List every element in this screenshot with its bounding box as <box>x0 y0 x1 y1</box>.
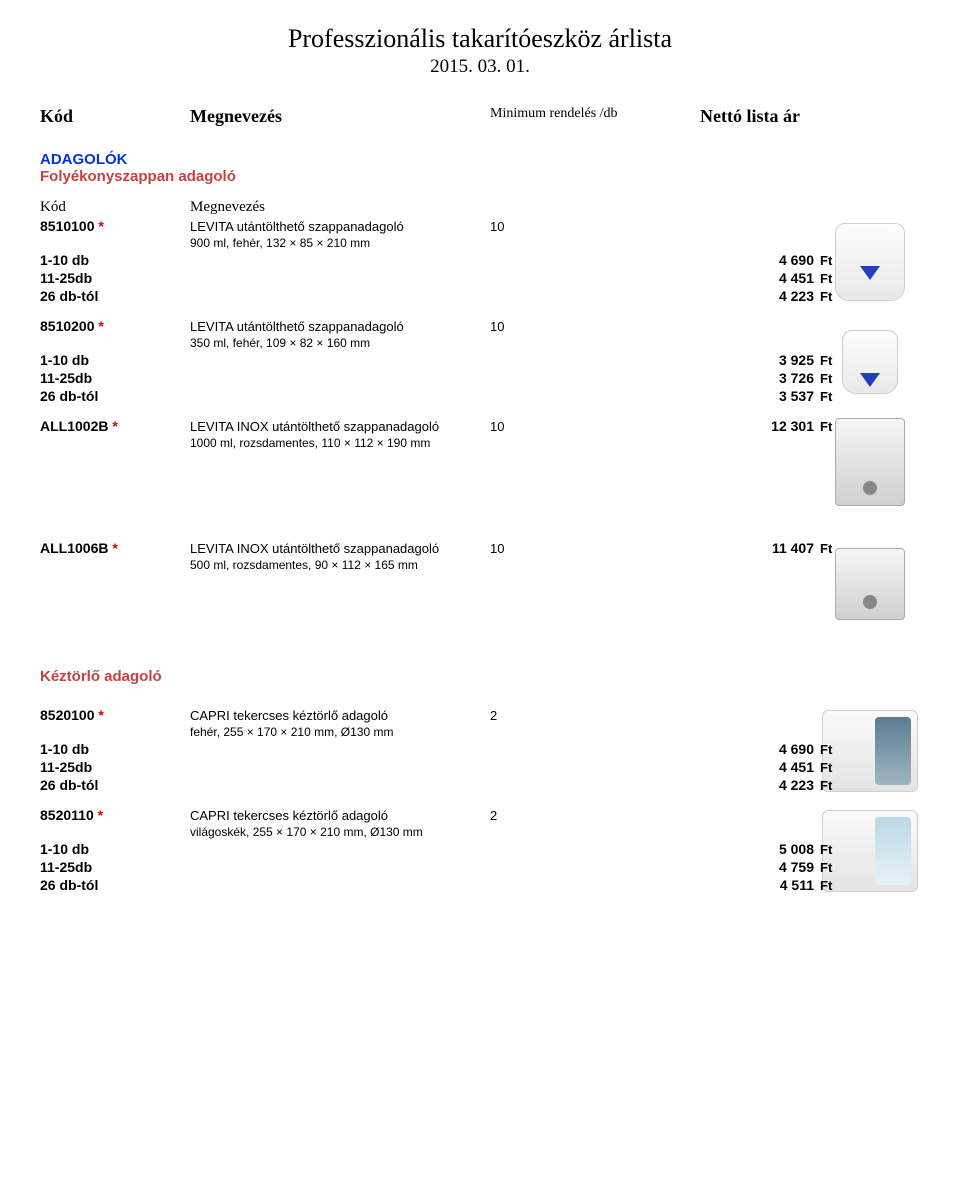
subheader-row: Kód Megnevezés <box>40 199 920 216</box>
tier-1-label: 1-10 db <box>40 741 190 757</box>
item-desc: 900 ml, fehér, 132 × 85 × 210 mm <box>190 236 490 250</box>
item-name: CAPRI tekercses kéztörlő adagoló <box>190 808 490 823</box>
item-name: LEVITA utántölthető szappanadagoló <box>190 219 490 234</box>
currency: Ft <box>820 541 850 556</box>
item-8510100: 8510100 * LEVITA utántölthető szappanada… <box>40 218 920 304</box>
item-price: 12 301 <box>700 418 820 434</box>
code-num: ALL1006B <box>40 540 108 556</box>
code-num: 8510200 <box>40 318 95 334</box>
currency: Ft <box>820 878 850 893</box>
item-ALL1006B: ALL1006B * LEVITA INOX utántölthető szap… <box>40 540 920 572</box>
tier-2-price: 4 451 <box>700 759 820 775</box>
item-min: 2 <box>490 708 700 723</box>
currency: Ft <box>820 842 850 857</box>
item-min: 10 <box>490 219 700 234</box>
currency: Ft <box>820 778 850 793</box>
tier-3-label: 26 db-tól <box>40 388 190 404</box>
tier-1-price: 3 925 <box>700 352 820 368</box>
code-num: 8510100 <box>40 218 95 234</box>
col-code: Kód <box>40 106 190 127</box>
code-star: * <box>98 218 103 234</box>
tier-1-price: 4 690 <box>700 741 820 757</box>
code-num: ALL1002B <box>40 418 108 434</box>
item-code: 8520110 * <box>40 807 190 823</box>
item-price: 11 407 <box>700 540 820 556</box>
currency: Ft <box>820 271 850 286</box>
col-min: Minimum rendelés /db <box>490 106 700 127</box>
tier-1-label: 1-10 db <box>40 352 190 368</box>
code-star: * <box>98 318 103 334</box>
subhead-code: Kód <box>40 199 190 216</box>
tier-2-price: 3 726 <box>700 370 820 386</box>
item-min: 10 <box>490 419 700 434</box>
item-8520110: 8520110 * CAPRI tekercses kéztörlő adago… <box>40 807 920 893</box>
section-adagolok: ADAGOLÓK <box>40 151 920 168</box>
item-code: ALL1006B * <box>40 540 190 556</box>
currency: Ft <box>820 253 850 268</box>
section-keztorlo: Kéztörlő adagoló <box>40 668 920 685</box>
code-star: * <box>112 418 117 434</box>
tier-3-label: 26 db-tól <box>40 288 190 304</box>
tier-3-price: 4 223 <box>700 288 820 304</box>
code-star: * <box>98 807 103 823</box>
page-subtitle: 2015. 03. 01. <box>40 56 920 78</box>
currency: Ft <box>820 289 850 304</box>
item-ALL1002B: ALL1002B * LEVITA INOX utántölthető szap… <box>40 418 920 450</box>
item-min: 10 <box>490 319 700 334</box>
code-star: * <box>98 707 103 723</box>
item-name: LEVITA INOX utántölthető szappanadagoló <box>190 419 490 434</box>
tier-3-price: 3 537 <box>700 388 820 404</box>
currency: Ft <box>820 742 850 757</box>
item-desc: 500 ml, rozsdamentes, 90 × 112 × 165 mm <box>190 558 490 572</box>
currency: Ft <box>820 353 850 368</box>
tier-1-price: 5 008 <box>700 841 820 857</box>
currency: Ft <box>820 389 850 404</box>
item-min: 10 <box>490 541 700 556</box>
item-desc: 350 ml, fehér, 109 × 82 × 160 mm <box>190 336 490 350</box>
tier-3-price: 4 223 <box>700 777 820 793</box>
currency: Ft <box>820 860 850 875</box>
tier-3-price: 4 511 <box>700 877 820 893</box>
item-name: CAPRI tekercses kéztörlő adagoló <box>190 708 490 723</box>
item-desc: 1000 ml, rozsdamentes, 110 × 112 × 190 m… <box>190 436 490 450</box>
currency: Ft <box>820 760 850 775</box>
item-code: 8510100 * <box>40 218 190 234</box>
item-code: 8510200 * <box>40 318 190 334</box>
tier-2-label: 11-25db <box>40 759 190 775</box>
column-header-row: Kód Megnevezés Minimum rendelés /db Nett… <box>40 106 920 127</box>
currency: Ft <box>820 419 850 434</box>
col-name: Megnevezés <box>190 106 490 127</box>
col-net: Nettó lista ár <box>700 106 870 127</box>
item-code: ALL1002B * <box>40 418 190 434</box>
tier-2-price: 4 759 <box>700 859 820 875</box>
code-num: 8520100 <box>40 707 95 723</box>
tier-2-label: 11-25db <box>40 370 190 386</box>
item-8510200: 8510200 * LEVITA utántölthető szappanada… <box>40 318 920 404</box>
subhead-name: Megnevezés <box>190 199 490 216</box>
tier-3-label: 26 db-tól <box>40 777 190 793</box>
code-num: 8520110 <box>40 807 94 823</box>
tier-2-label: 11-25db <box>40 270 190 286</box>
tier-3-label: 26 db-tól <box>40 877 190 893</box>
item-min: 2 <box>490 808 700 823</box>
code-star: * <box>112 540 117 556</box>
tier-1-label: 1-10 db <box>40 252 190 268</box>
item-8520100: 8520100 * CAPRI tekercses kéztörlő adago… <box>40 707 920 793</box>
item-name: LEVITA INOX utántölthető szappanadagoló <box>190 541 490 556</box>
currency: Ft <box>820 371 850 386</box>
item-name: LEVITA utántölthető szappanadagoló <box>190 319 490 334</box>
tier-1-label: 1-10 db <box>40 841 190 857</box>
section-folyekonyszappan: Folyékonyszappan adagoló <box>40 168 920 185</box>
tier-1-price: 4 690 <box>700 252 820 268</box>
item-desc: világoskék, 255 × 170 × 210 mm, Ø130 mm <box>190 825 490 839</box>
page-title: Professzionális takarítóeszköz árlista <box>40 24 920 54</box>
tier-2-price: 4 451 <box>700 270 820 286</box>
item-desc: fehér, 255 × 170 × 210 mm, Ø130 mm <box>190 725 490 739</box>
tier-2-label: 11-25db <box>40 859 190 875</box>
item-code: 8520100 * <box>40 707 190 723</box>
